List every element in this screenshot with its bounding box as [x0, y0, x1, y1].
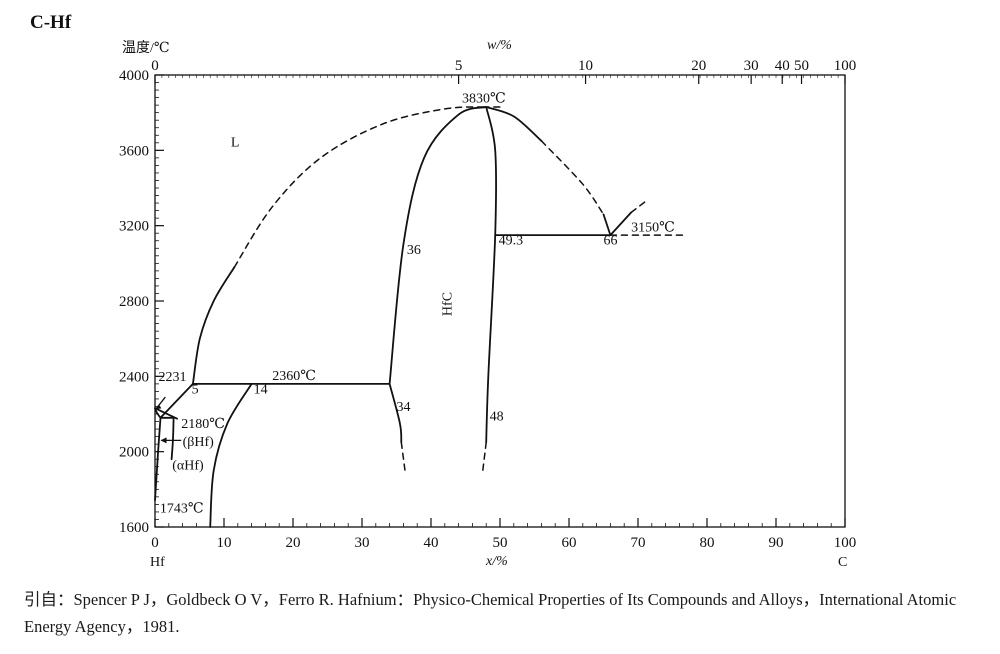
metastable-boundary [540, 140, 605, 216]
phase-boundary [388, 383, 403, 444]
y-tick-label: 4000 [119, 68, 149, 84]
x-right-endpoint: C [838, 555, 847, 570]
metastable-boundary [233, 106, 487, 268]
y-tick-label: 3200 [119, 219, 149, 235]
phase-boundary [609, 211, 632, 236]
phase-boundary [159, 383, 194, 419]
metastable-boundary [400, 441, 407, 476]
annotation-label: 36 [407, 243, 421, 258]
annotations: L 3830℃ 3150℃ 66 49.3 36 HfC 2360℃ 2231 5 14 34 48 21… [155, 91, 675, 516]
annotation-label: 14 [254, 382, 268, 397]
phase-boundary [170, 416, 175, 461]
phase-boundary [485, 106, 543, 142]
annotation-label: (βHf) [183, 435, 215, 450]
plot-frame [154, 74, 846, 528]
annotation-label: 66 [604, 234, 618, 249]
phase-boundary [602, 213, 612, 236]
x-tick-label: 70 [631, 535, 646, 551]
x-tick-label: 50 [493, 535, 508, 551]
annotation-label: 48 [490, 410, 504, 425]
phase-boundary [209, 383, 253, 528]
x-tick-label: 90 [769, 535, 784, 551]
y-tick-label: 1600 [119, 520, 149, 536]
y-tick-label: 2400 [119, 369, 149, 385]
phase-boundaries [154, 106, 688, 528]
phase-boundary [154, 416, 162, 501]
annotation-label: HfC [441, 292, 456, 316]
top-tick-label: 20 [691, 58, 706, 74]
phase-boundary [388, 106, 488, 385]
x-tick-label: 100 [834, 535, 857, 551]
top-tick-label: 100 [834, 58, 857, 74]
annotation-label: 34 [397, 400, 411, 415]
x-tick-label: 40 [424, 535, 439, 551]
annotation-label: L [231, 136, 240, 151]
annotation-label: 5 [192, 382, 199, 397]
y-tick-label: 2000 [119, 445, 149, 461]
x-tick-label: 30 [355, 535, 370, 551]
pointer-arrowhead [155, 404, 162, 410]
annotation-label: 3150℃ [631, 220, 675, 235]
annotation-label: 2360℃ [272, 369, 316, 384]
top-axis-label: w/% [487, 38, 512, 53]
x-tick-label: 0 [151, 535, 159, 551]
x-tick-label: 20 [286, 535, 301, 551]
axis-ticks: 0 10 20 30 40 50 60 70 80 90 100160020002400280032… [119, 58, 856, 551]
pointer-arrowhead [160, 437, 167, 444]
phase-boundary [192, 266, 236, 385]
x-tick-label: 80 [700, 535, 715, 551]
metastable-boundary [630, 198, 650, 214]
top-tick-label: 40 [775, 58, 790, 74]
annotation-label: 49.3 [499, 234, 524, 249]
annotation-label: 2231 [158, 370, 186, 385]
annotation-label: 1743℃ [160, 501, 204, 516]
x-tick-label: 10 [217, 535, 232, 551]
annotation-label: 3830℃ [462, 91, 506, 106]
annotation-label: (αHf) [172, 459, 204, 474]
top-tick-label: 50 [794, 58, 809, 74]
y-axis-label: 温度/℃ [122, 40, 170, 56]
top-tick-label: 30 [744, 58, 759, 74]
chart-title: C-Hf [30, 12, 72, 33]
annotation-label: 2180℃ [181, 417, 225, 432]
top-tick-label: 0 [151, 58, 159, 74]
source-citation: 引自：Spencer P J，Goldbeck O V，Ferro R. Haf… [24, 590, 957, 636]
x-tick-label: 60 [562, 535, 577, 551]
phase-boundary [485, 106, 498, 444]
phase-boundary [154, 407, 178, 420]
x-left-endpoint: Hf [150, 555, 165, 570]
y-tick-label: 3600 [119, 143, 149, 159]
y-tick-label: 2800 [119, 294, 149, 310]
top-tick-label: 5 [455, 58, 463, 74]
top-tick-label: 10 [578, 58, 593, 74]
bottom-axis-label: x/% [485, 554, 508, 569]
metastable-boundary [482, 441, 487, 472]
